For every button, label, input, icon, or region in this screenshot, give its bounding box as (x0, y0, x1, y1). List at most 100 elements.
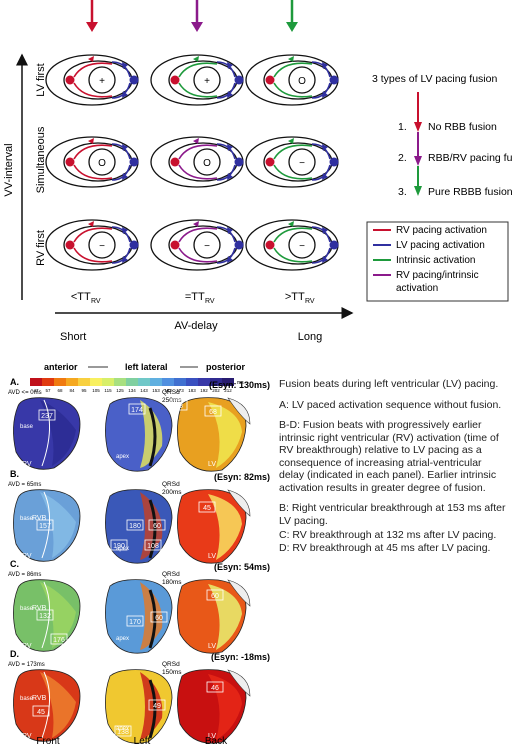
svg-text:157: 157 (39, 523, 51, 530)
av-axis-long: Long (298, 331, 322, 343)
svg-text:60: 60 (155, 615, 163, 622)
description-line: A: LV paced activation sequence without … (279, 398, 502, 411)
scale-swatch (138, 378, 150, 386)
heart-left (105, 489, 173, 564)
svg-text:left lateral: left lateral (125, 362, 168, 372)
svg-text:60: 60 (211, 593, 219, 600)
scale-unit: ms (237, 380, 244, 386)
scale-swatch (114, 378, 126, 386)
heart-schematic: O (245, 54, 339, 106)
qrsd-label: QRSd 180ms (162, 571, 182, 586)
legend-item-lv-pacing: LV pacing activation (373, 240, 485, 251)
rv-label: RV (22, 553, 32, 560)
row-letter: A. (10, 377, 19, 387)
svg-text:1.: 1. (398, 121, 407, 133)
activation-legend-box (366, 221, 509, 302)
lad-label: LAD (76, 587, 90, 594)
svg-text:RBB/RV pacing fusion: RBB/RV pacing fusion (428, 152, 512, 164)
map-row: A. AVD <= 0ms (Esyn: 130ms) LAD RV base apex LV… (8, 377, 270, 472)
scale-swatch (42, 378, 54, 386)
col-label-greater: >T T RV (285, 291, 315, 305)
scale-swatch (210, 378, 222, 386)
svg-text:46: 46 (211, 685, 219, 692)
top-arrow-purple (191, 0, 203, 32)
lad-label: LAD (76, 497, 90, 504)
scale-swatch (102, 378, 114, 386)
avd-label: AVD <= 0ms (8, 390, 42, 396)
scale-tick: 192 (200, 388, 208, 393)
description-line: Fusion beats during left ventricular (LV… (279, 378, 499, 390)
heart-front (13, 397, 81, 470)
scale-tick: 153 (152, 388, 160, 393)
avd-label: AVD = 86ms (8, 572, 41, 578)
scale-tick: 95 (81, 388, 87, 393)
heart-schematic: + (150, 54, 244, 106)
value-box: 60 (150, 611, 168, 623)
heart-schematic: O (45, 136, 139, 188)
heart-left (105, 397, 173, 472)
legend-item-rv-intrinsic: RV pacing/intrinsic activation (373, 270, 479, 294)
rv-label: RV (22, 733, 32, 740)
scale-swatch (126, 378, 138, 386)
scale-tick: 143 (140, 388, 148, 393)
scale-tick: 57 (45, 388, 51, 393)
rv-label: RV (22, 461, 32, 468)
activation-maps: A. AVD <= 0ms (Esyn: 130ms) LAD RV base apex LV… (8, 377, 270, 744)
svg-text:activation: activation (396, 283, 438, 294)
svg-text:Back: Back (205, 736, 228, 747)
cell-sign: O (298, 76, 306, 87)
heart-schematic: + (45, 54, 139, 106)
svg-text:49: 49 (153, 703, 161, 710)
value-box: 58 (170, 399, 188, 411)
base-label: base (20, 424, 34, 430)
lv-label: LV (208, 553, 216, 560)
lv-label: LV (208, 643, 216, 650)
base-label: base (20, 696, 34, 702)
scale-tick: 115 (104, 388, 112, 393)
svg-text:RV pacing/intrinsic: RV pacing/intrinsic (396, 270, 479, 281)
color-scale: 47 57 68 84 95 105 115 125 134 143 153 163 173 183 192… (30, 378, 244, 393)
description-line: B: Right ventricular breakthrough at 153… (279, 502, 506, 527)
scale-tick: 105 (92, 388, 100, 393)
heart-front (13, 669, 81, 742)
value-box: 157 (36, 519, 54, 531)
svg-text:LV pacing activation: LV pacing activation (396, 240, 485, 251)
cell-sign: − (299, 241, 305, 252)
lad-label: LAD (76, 405, 90, 412)
row-letter: C. (10, 559, 19, 569)
scale-swatch (198, 378, 210, 386)
value-box: 132 (36, 609, 54, 621)
svg-text:138: 138 (117, 729, 129, 736)
apex-label: apex (116, 546, 129, 552)
scale-tick: 163 (164, 388, 172, 393)
rvb-label: RVB (32, 695, 47, 702)
rv-label: RV (22, 643, 32, 650)
scale-tick: 47 (33, 388, 39, 393)
cell-sign: − (99, 241, 105, 252)
scale-swatch (78, 378, 90, 386)
svg-text:2.: 2. (398, 152, 407, 164)
top-arrow-red (86, 0, 98, 32)
top-arrow-green (286, 0, 298, 32)
svg-text:RV: RV (205, 298, 215, 305)
scale-tick: 183 (188, 388, 196, 393)
svg-text:45: 45 (37, 709, 45, 716)
scale-swatch (186, 378, 198, 386)
svg-text:Intrinsic activation: Intrinsic activation (396, 255, 475, 266)
cell-sign: − (204, 241, 210, 252)
svg-text:anterior: anterior (44, 362, 78, 372)
scale-tick: 125 (116, 388, 124, 393)
svg-text:68: 68 (209, 409, 217, 416)
svg-text:posterior: posterior (206, 362, 246, 372)
row-label-simultaneous: Simultaneous (35, 126, 47, 193)
fusion-type-1: 1. No RBB fusion (398, 92, 497, 133)
heart-schematic: − (45, 219, 139, 271)
value-box: 237 (38, 409, 56, 421)
value-box: 108 (144, 539, 162, 551)
esyn-label: (Esyn: 54ms) (214, 562, 270, 572)
cell-sign: O (203, 158, 211, 169)
hearts-grid: + + O O O − − − − (45, 54, 339, 271)
heart-schematic: − (150, 219, 244, 271)
svg-text:176: 176 (53, 637, 65, 644)
description-line: C: RV breakthrough at 132 ms after LV pa… (279, 529, 497, 541)
